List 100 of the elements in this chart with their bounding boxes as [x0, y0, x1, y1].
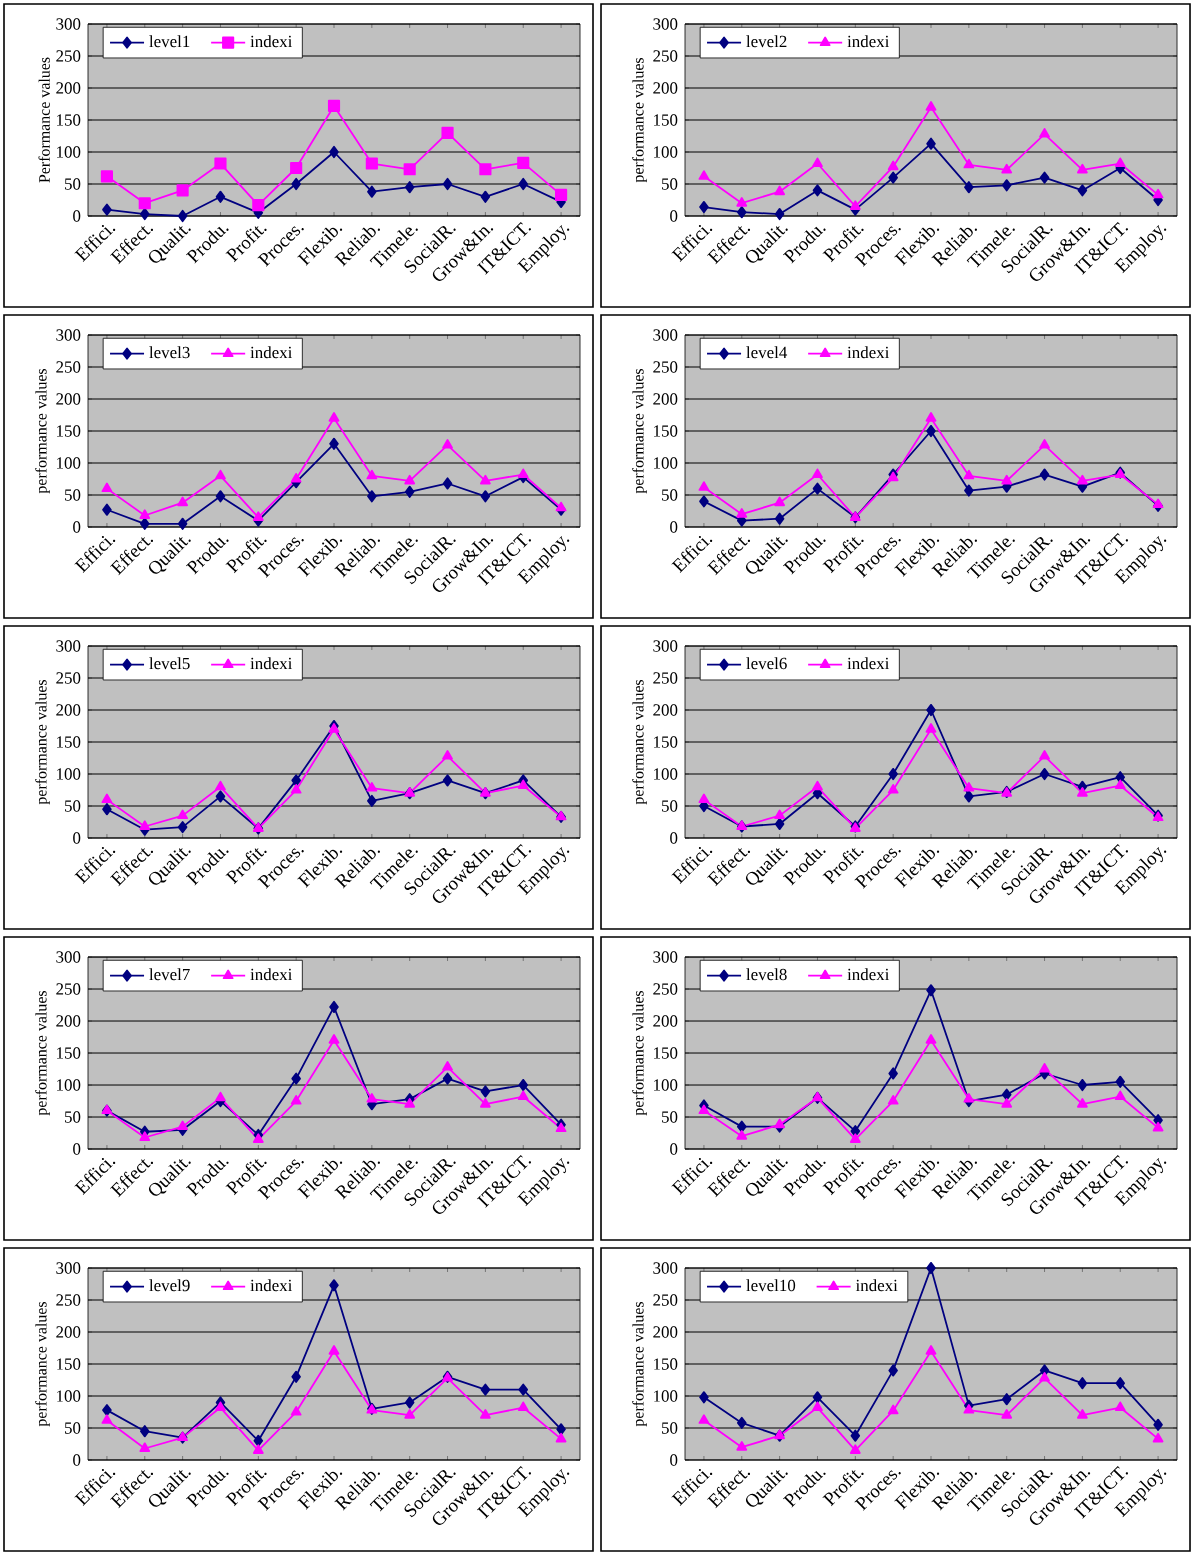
y-tick-label: 100: [654, 1390, 678, 1402]
y-tick-label: 150: [57, 425, 81, 437]
y-tick-label: 200: [653, 1326, 678, 1338]
y-tick-label: 100: [654, 1079, 678, 1091]
y-axis-title: performance values: [632, 990, 647, 1116]
y-tick-label: 150: [654, 1047, 678, 1059]
y-tick-label: 0: [73, 210, 81, 222]
y-tick-label: 250: [653, 50, 678, 62]
y-tick-label: 250: [56, 361, 81, 373]
y-tick-label: 0: [670, 1454, 678, 1466]
legend-label: indexi: [250, 1279, 293, 1292]
legend-label: level8: [746, 968, 787, 981]
y-axis-title: performance values: [35, 679, 50, 805]
y-tick-label: 250: [653, 1294, 678, 1306]
y-tick-label: 100: [654, 768, 678, 780]
legend-label: indexi: [847, 968, 890, 981]
y-tick-label: 200: [56, 393, 81, 405]
y-tick-label: 50: [662, 1111, 678, 1123]
y-tick-label: 250: [653, 983, 678, 995]
y-tick-label: 200: [653, 82, 678, 94]
y-tick-label: 0: [73, 1143, 81, 1155]
legend-label: indexi: [250, 657, 293, 670]
y-tick-label: 100: [57, 457, 81, 469]
y-tick-label: 250: [653, 361, 678, 373]
y-tick-label: 300: [653, 18, 678, 30]
y-tick-label: 300: [56, 1262, 81, 1274]
y-tick-label: 200: [653, 393, 678, 405]
y-axis-title: performance values: [35, 368, 50, 494]
y-tick-label: 150: [57, 1358, 81, 1370]
y-tick-label: 100: [654, 146, 678, 158]
y-tick-label: 300: [56, 329, 81, 341]
y-tick-label: 50: [662, 489, 678, 501]
y-tick-label: 50: [662, 178, 678, 190]
legend-label: indexi: [250, 35, 293, 48]
legend-label: indexi: [250, 968, 293, 981]
y-tick-label: 0: [73, 521, 81, 533]
y-tick-label: 100: [57, 146, 81, 158]
legend-label: indexi: [847, 657, 890, 670]
y-tick-label: 150: [654, 114, 678, 126]
legend-label: level6: [746, 657, 787, 670]
y-tick-label: 300: [653, 951, 678, 963]
y-tick-label: 300: [653, 640, 678, 652]
y-tick-label: 300: [653, 329, 678, 341]
legend-label: indexi: [847, 346, 890, 359]
y-tick-label: 150: [654, 736, 678, 748]
y-axis-title: Performance values: [38, 57, 50, 183]
y-tick-label: 150: [57, 114, 81, 126]
y-tick-label: 150: [57, 736, 81, 748]
y-tick-label: 300: [56, 18, 81, 30]
y-tick-label: 0: [670, 210, 678, 222]
y-tick-label: 150: [654, 425, 678, 437]
legend-label: indexi: [855, 1279, 898, 1292]
y-axis-title: performance values: [632, 57, 647, 183]
legend-label: level3: [149, 346, 190, 359]
legend-label: indexi: [250, 346, 293, 359]
y-tick-label: 50: [64, 1111, 81, 1123]
y-tick-label: 200: [653, 1015, 678, 1027]
y-axis-title: performance values: [632, 679, 647, 805]
y-tick-label: 150: [57, 1047, 81, 1059]
y-tick-label: 200: [56, 1326, 81, 1338]
y-tick-label: 100: [57, 1390, 81, 1402]
y-tick-label: 50: [64, 178, 81, 190]
y-tick-label: 300: [56, 951, 81, 963]
y-tick-label: 100: [57, 1079, 81, 1091]
y-tick-label: 200: [653, 704, 678, 716]
y-tick-label: 250: [56, 983, 81, 995]
legend-label: level9: [149, 1279, 190, 1292]
y-tick-label: 0: [73, 1454, 81, 1466]
y-tick-label: 200: [56, 1015, 81, 1027]
y-axis-title: performance values: [632, 1301, 647, 1427]
legend-label: level1: [149, 35, 190, 48]
y-tick-label: 50: [64, 489, 81, 501]
y-tick-label: 0: [670, 521, 678, 533]
y-tick-label: 100: [57, 768, 81, 780]
y-tick-label: 200: [56, 82, 81, 94]
y-tick-label: 50: [662, 800, 678, 812]
y-tick-label: 250: [56, 672, 81, 684]
legend-label: indexi: [847, 35, 890, 48]
y-tick-label: 50: [662, 1422, 678, 1434]
y-tick-label: 50: [64, 800, 81, 812]
legend-label: level5: [149, 657, 190, 670]
y-tick-label: 100: [654, 457, 678, 469]
y-tick-label: 300: [653, 1262, 678, 1274]
y-axis-title: performance values: [35, 990, 50, 1116]
y-axis-title: performance values: [632, 368, 647, 494]
y-tick-label: 250: [56, 50, 81, 62]
y-tick-label: 0: [670, 1143, 678, 1155]
y-tick-label: 0: [670, 832, 678, 844]
legend-label: level7: [149, 968, 190, 981]
y-tick-label: 200: [56, 704, 81, 716]
y-tick-label: 250: [653, 672, 678, 684]
y-tick-label: 150: [654, 1358, 678, 1370]
legend-label: level10: [746, 1279, 796, 1292]
y-axis-title: performance values: [35, 1301, 50, 1427]
legend-label: level4: [746, 346, 788, 359]
y-tick-label: 300: [56, 640, 81, 652]
legend-label: level2: [746, 35, 787, 48]
y-tick-label: 250: [56, 1294, 81, 1306]
y-tick-label: 0: [73, 832, 81, 844]
y-tick-label: 50: [64, 1422, 81, 1434]
